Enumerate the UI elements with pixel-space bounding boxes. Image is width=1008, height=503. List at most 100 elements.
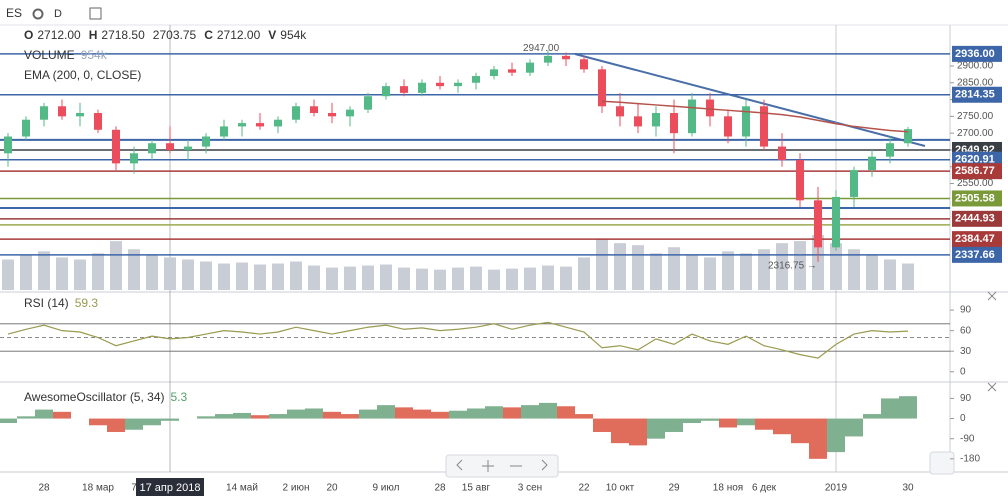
ao-bar: [647, 418, 665, 439]
y-tick-label: 2850.00: [957, 77, 994, 88]
volume-bar: [254, 264, 266, 290]
candle-body: [418, 82, 426, 93]
candle-body: [742, 106, 750, 137]
ao-bar: [269, 414, 287, 419]
candle-body: [202, 136, 210, 147]
ao-bar: [17, 416, 35, 419]
ao-bar: [251, 415, 269, 419]
legend-key: O: [24, 28, 33, 42]
x-tick-label: 18 ноя: [713, 483, 743, 494]
ao-bar: [431, 411, 449, 419]
ao-bar: [467, 408, 485, 419]
nav-buttons: [445, 451, 955, 478]
level-label-box: [952, 163, 1002, 180]
symbol[interactable]: ES: [6, 6, 22, 20]
candle-body: [886, 143, 894, 157]
volume-bar: [326, 267, 338, 290]
volume-bar: [290, 261, 302, 290]
candle-body: [868, 156, 876, 171]
x-tick-label: 7: [131, 483, 137, 494]
ao-bar: [755, 418, 773, 430]
legend-value: 2712.00: [217, 28, 261, 42]
candle-body: [310, 106, 318, 113]
candle-body: [346, 109, 354, 117]
volume-bar: [812, 235, 824, 290]
volume-bar: [56, 257, 68, 290]
close-pane[interactable]: [987, 291, 997, 392]
y-tick-label: 2700.00: [957, 128, 994, 139]
candle-body: [724, 116, 732, 137]
volume-bar: [218, 263, 230, 290]
level-label-box: [952, 246, 1002, 263]
volume-bar: [2, 259, 14, 290]
volume-bar: [758, 249, 770, 290]
x-tick-label: 14 май: [226, 483, 258, 494]
candle-body: [4, 136, 12, 154]
candle-body: [670, 112, 678, 134]
volume-bar: [200, 261, 212, 290]
ao-bar: [143, 418, 161, 426]
ao-bar: [683, 418, 701, 424]
ao-bar: [881, 398, 899, 419]
y-tick-label: 2750.00: [957, 111, 994, 122]
candle-body: [436, 82, 444, 87]
scroll-right[interactable]: [541, 459, 548, 471]
ao-bar: [701, 418, 719, 421]
ao-bar: [89, 418, 107, 426]
volume-bar: [632, 245, 644, 290]
zoom-in[interactable]: [482, 460, 494, 472]
ao-bar: [809, 418, 827, 459]
volume-bar: [308, 265, 320, 290]
ao-bar: [629, 418, 647, 446]
y-tick-label: 30: [960, 346, 972, 357]
level-label: 2337.66: [955, 249, 995, 261]
candle-body: [616, 106, 624, 117]
x-tick-label: 29: [668, 483, 680, 494]
volume-bar: [362, 265, 374, 290]
legend-value: 2712.00: [37, 28, 81, 42]
scroll-left[interactable]: [456, 459, 463, 471]
candle-body: [22, 119, 30, 137]
legend-key: H: [89, 28, 98, 42]
candle-body: [166, 143, 174, 150]
volume-bar: [488, 269, 500, 290]
candle-body: [814, 200, 822, 248]
candle-body: [652, 112, 660, 127]
interval[interactable]: D: [54, 8, 62, 20]
settings-icon[interactable]: [32, 8, 44, 20]
ao-bar: [521, 405, 539, 419]
compare-icon[interactable]: [89, 7, 102, 20]
reset-button[interactable]: [929, 451, 955, 475]
ao-bar: [107, 418, 125, 432]
ao-bar: [827, 418, 845, 453]
ao-bar: [539, 402, 557, 419]
ao-bar: [359, 409, 377, 419]
volume-bar: [182, 259, 194, 290]
candle-body: [706, 99, 714, 117]
volume-bar: [470, 266, 482, 290]
candle-body: [364, 96, 372, 110]
annotation: 2947.00: [523, 43, 560, 54]
candle-body: [544, 55, 552, 63]
volume-bar: [452, 267, 464, 290]
pane-title: AwesomeOscillator (5, 34): [24, 390, 165, 404]
annotation: 2316.75 →: [768, 261, 817, 272]
volume-bar: [146, 255, 158, 290]
candle-body: [400, 86, 408, 93]
candle-body: [778, 146, 786, 161]
x-tick-label: 17 апр 2018: [139, 482, 200, 494]
legend-value: 954k: [280, 28, 307, 42]
x-tick-label: 2019: [825, 483, 848, 494]
ao-bar: [53, 411, 71, 419]
level-label: 2620.91: [955, 154, 995, 166]
y-tick-label: 2550.00: [957, 178, 994, 189]
ao-bar: [233, 412, 251, 419]
ao-bar: [593, 418, 611, 432]
trend-line: [574, 53, 926, 147]
candle-body: [850, 170, 858, 197]
x-tick-label: 18 мар: [82, 483, 114, 494]
level-label: 2586.77: [955, 165, 995, 177]
candle-body: [220, 126, 228, 137]
candle-body: [382, 86, 390, 97]
